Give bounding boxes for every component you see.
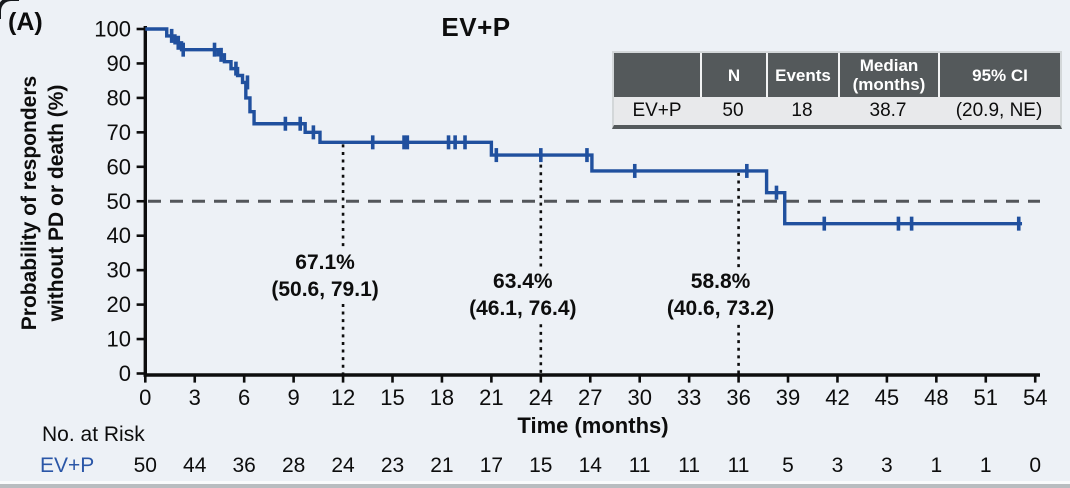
summary-col-group bbox=[614, 53, 700, 97]
milestone-value-36m: 58.8% bbox=[690, 270, 751, 293]
svg-text:17: 17 bbox=[480, 454, 503, 477]
svg-text:10: 10 bbox=[107, 327, 131, 352]
milestone-lines bbox=[341, 144, 740, 374]
svg-text:80: 80 bbox=[107, 85, 131, 110]
summary-row-ci: (20.9, NE) bbox=[955, 100, 1043, 121]
svg-text:54: 54 bbox=[1023, 385, 1047, 410]
svg-text:15: 15 bbox=[380, 385, 404, 410]
y-axis-label-line1: Probability of responders bbox=[18, 75, 41, 330]
svg-text:60: 60 bbox=[107, 154, 131, 179]
svg-text:1: 1 bbox=[930, 454, 942, 477]
summary-col-median: Median (months) bbox=[838, 53, 938, 97]
svg-text:15: 15 bbox=[529, 454, 552, 477]
x-tick-labels: 0 3 6 9 12 15 18 21 24 27 30 33 36 39 42 45 48 51 54 bbox=[139, 375, 1047, 410]
svg-text:36: 36 bbox=[726, 385, 750, 410]
milestone-value-12m: 67.1% bbox=[295, 251, 355, 274]
svg-text:51: 51 bbox=[974, 385, 998, 410]
svg-text:40: 40 bbox=[107, 223, 131, 248]
svg-text:5: 5 bbox=[782, 454, 794, 477]
svg-text:70: 70 bbox=[107, 120, 131, 145]
milestone-value-24m: 63.4% bbox=[493, 270, 553, 293]
summary-row-label: EV+P bbox=[632, 100, 682, 121]
svg-text:3: 3 bbox=[832, 454, 844, 477]
svg-text:45: 45 bbox=[875, 385, 899, 410]
y-axis-label: Probability of responders without PD or … bbox=[12, 30, 74, 375]
svg-text:18: 18 bbox=[430, 385, 454, 410]
risk-table-heading: No. at Risk bbox=[42, 423, 145, 446]
milestone-ci-24m: (46.1, 76.4) bbox=[469, 297, 577, 320]
window-corner bbox=[0, 0, 19, 19]
chart-title: EV+P bbox=[441, 12, 511, 42]
censor-marks bbox=[169, 28, 1021, 231]
svg-text:24: 24 bbox=[331, 454, 355, 477]
svg-text:6: 6 bbox=[238, 385, 250, 410]
svg-text:11: 11 bbox=[678, 454, 700, 477]
svg-text:36: 36 bbox=[233, 454, 256, 477]
milestone-ci-12m: (50.6, 79.1) bbox=[271, 278, 379, 301]
risk-counts: 50 44 36 28 24 23 21 17 15 14 11 11 11 5 3 3 1 1 0 bbox=[134, 454, 1041, 477]
summary-row-median: 38.7 bbox=[869, 100, 907, 121]
summary-col-n: N bbox=[700, 53, 766, 97]
svg-text:42: 42 bbox=[825, 385, 849, 410]
svg-text:0: 0 bbox=[1029, 454, 1041, 477]
milestone-annotation-12m: 67.1% (50.6, 79.1) bbox=[264, 249, 386, 303]
svg-text:50: 50 bbox=[107, 189, 131, 214]
summary-col-events: Events bbox=[766, 53, 838, 97]
summary-table-row: EV+P 50 18 38.7 (20.9, NE) bbox=[614, 97, 1060, 125]
svg-text:21: 21 bbox=[479, 385, 503, 410]
svg-text:21: 21 bbox=[430, 454, 453, 477]
risk-row-label: EV+P bbox=[40, 454, 95, 477]
summary-row-n: 50 bbox=[722, 100, 744, 121]
svg-text:9: 9 bbox=[287, 385, 299, 410]
svg-text:11: 11 bbox=[629, 454, 651, 477]
svg-text:33: 33 bbox=[677, 385, 701, 410]
svg-text:28: 28 bbox=[282, 454, 305, 477]
summary-table: N Events Median (months) 95% CI EV+P 50 … bbox=[612, 51, 1062, 129]
svg-text:3: 3 bbox=[881, 454, 893, 477]
milestone-annotation-24m: 63.4% (46.1, 76.4) bbox=[462, 268, 584, 322]
bottom-edge-strip bbox=[0, 484, 1070, 488]
svg-text:90: 90 bbox=[107, 51, 131, 76]
y-axis-label-line2: without PD or death (%) bbox=[45, 84, 68, 321]
svg-text:30: 30 bbox=[627, 385, 651, 410]
summary-row-events: 18 bbox=[791, 100, 813, 121]
svg-text:1: 1 bbox=[980, 454, 992, 477]
bottom-white-strip bbox=[0, 481, 1070, 484]
summary-table-header: N Events Median (months) 95% CI bbox=[614, 53, 1060, 97]
svg-text:100: 100 bbox=[94, 17, 131, 42]
svg-text:3: 3 bbox=[189, 385, 201, 410]
svg-text:12: 12 bbox=[331, 385, 355, 410]
svg-text:0: 0 bbox=[119, 361, 131, 386]
svg-text:48: 48 bbox=[924, 385, 948, 410]
summary-col-ci: 95% CI bbox=[938, 53, 1060, 97]
svg-text:14: 14 bbox=[579, 454, 603, 477]
svg-text:39: 39 bbox=[776, 385, 800, 410]
svg-text:0: 0 bbox=[139, 385, 151, 410]
svg-text:30: 30 bbox=[107, 258, 131, 283]
x-axis-label: Time (months) bbox=[517, 413, 669, 438]
milestone-ci-36m: (40.6, 73.2) bbox=[666, 297, 775, 320]
svg-text:11: 11 bbox=[728, 454, 750, 477]
svg-text:44: 44 bbox=[183, 454, 207, 477]
svg-text:23: 23 bbox=[381, 454, 404, 477]
svg-text:50: 50 bbox=[134, 454, 157, 477]
svg-text:27: 27 bbox=[578, 385, 602, 410]
svg-text:20: 20 bbox=[107, 292, 131, 317]
svg-text:24: 24 bbox=[529, 385, 553, 410]
y-tick-labels: 0 10 20 30 40 50 60 70 80 90 100 bbox=[94, 17, 146, 386]
milestone-annotation-36m: 58.8% (40.6, 73.2) bbox=[659, 268, 782, 322]
